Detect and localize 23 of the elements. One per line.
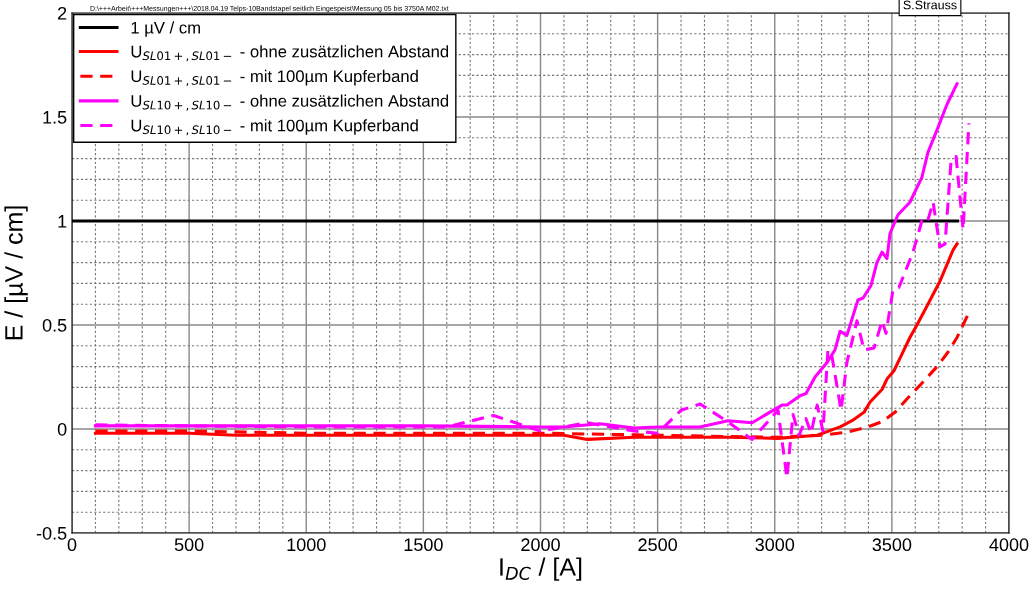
legend-label: U$_{SL10+,SL10−}$ - ohne zusätzlichen Abstand: [131, 94, 449, 111]
y-tick-label: 1: [58, 215, 67, 228]
y-tick-label: 0.5: [42, 318, 67, 332]
x-axis-title: I$_{DC}$ / [A]: [500, 557, 582, 581]
x-tick-label: 500: [174, 538, 204, 552]
text: S.Strauss: [903, 0, 957, 10]
x-tick-label: 3000: [755, 538, 795, 552]
y-tick-label: 2: [58, 6, 67, 20]
y-axis-title: E / [µV / cm]: [4, 206, 28, 340]
y-tick-label: -0.5: [36, 526, 67, 540]
legend-label: U$_{SL01+,SL01−}$ - ohne zusätzlichen Abstand: [131, 45, 449, 62]
x-tick-label: 0: [67, 538, 77, 552]
legend-label: 1 µV / cm: [131, 21, 200, 37]
y-tick-label: 1.5: [43, 111, 67, 124]
legend-label: U$_{SL01+,SL01−}$ - mit 100µm Kupferband: [131, 69, 418, 87]
x-tick-label: 1500: [404, 538, 443, 552]
x-tick-label: 3500: [872, 538, 912, 552]
y-tick-label: 0: [57, 422, 67, 436]
x-tick-label: 2500: [638, 538, 677, 552]
x-tick-label: 1000: [287, 538, 326, 552]
legend-label: U$_{SL10+,SL10−}$ - mit 100µm Kupferband: [131, 119, 418, 136]
x-tick-label: 4000: [989, 538, 1029, 552]
x-tick-label: 2000: [521, 538, 560, 552]
